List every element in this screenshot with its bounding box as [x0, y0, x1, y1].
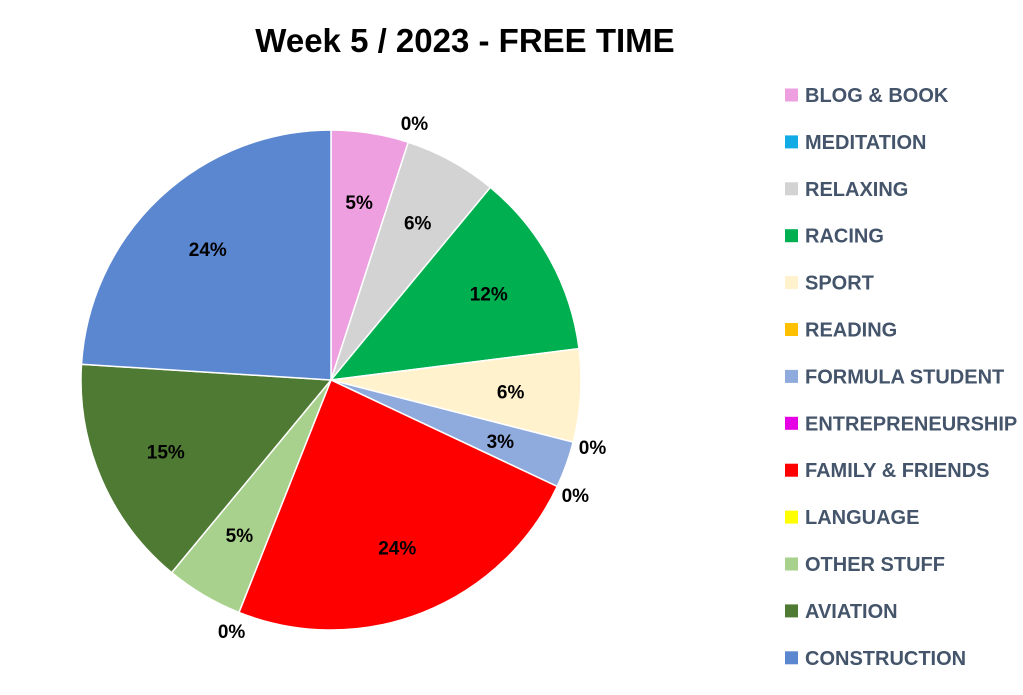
legend-swatch-aviation — [785, 604, 798, 618]
legend-label-sport: SPORT — [805, 273, 874, 295]
legend: BLOG & BOOK MEDITATION RELAXING RACING SPORT… — [785, 85, 1017, 670]
legend-item-meditation: MEDITATION — [785, 132, 926, 154]
data-label-blog-and-book: 5% — [345, 193, 373, 214]
data-label-aviation: 15% — [147, 442, 185, 463]
legend-label-blog-and-book: BLOG & BOOK — [805, 85, 949, 107]
data-labels: 5% 0% 6% 12% 6% 0% 3% 0% 24% 0% 5% 15% 24% — [147, 114, 607, 643]
legend-item-other-stuff: OTHER STUFF — [785, 554, 945, 576]
slice-aviation — [80, 363, 333, 574]
legend-item-racing: RACING — [785, 226, 884, 248]
legend-label-construction: CONSTRUCTION — [805, 648, 966, 670]
legend-swatch-reading — [785, 323, 798, 336]
pie-slices — [80, 129, 582, 631]
legend-label-entrepreneurship: ENTREPRENEURSHIP — [805, 413, 1017, 435]
data-label-construction: 24% — [189, 240, 227, 261]
legend-swatch-entrepreneurship — [785, 416, 798, 430]
data-label-sport: 6% — [497, 382, 525, 403]
legend-item-language: LANGUAGE — [785, 507, 919, 529]
data-label-family-and-friends: 24% — [378, 538, 416, 559]
legend-item-aviation: AVIATION — [785, 601, 898, 623]
data-label-reading: 0% — [579, 438, 607, 459]
slice-construction — [80, 129, 332, 381]
legend-swatch-blog-and-book — [785, 88, 798, 102]
legend-swatch-language — [785, 510, 798, 524]
legend-item-family-and-friends: FAMILY & FRIENDS — [785, 460, 989, 482]
chart-title: Week 5 / 2023 - FREE TIME — [255, 22, 674, 59]
legend-swatch-other-stuff — [785, 557, 798, 571]
legend-swatch-meditation — [785, 135, 798, 149]
legend-item-relaxing: RELAXING — [785, 179, 908, 201]
legend-item-formula-student: FORMULA STUDENT — [785, 366, 1004, 388]
legend-label-family-and-friends: FAMILY & FRIENDS — [805, 460, 989, 482]
legend-label-formula-student: FORMULA STUDENT — [805, 366, 1004, 388]
data-label-other-stuff: 5% — [226, 526, 254, 547]
legend-label-aviation: AVIATION — [805, 601, 898, 623]
data-label-language: 0% — [218, 622, 246, 643]
legend-swatch-family-and-friends — [785, 463, 798, 477]
legend-swatch-sport — [785, 276, 798, 290]
legend-label-other-stuff: OTHER STUFF — [805, 554, 945, 576]
data-label-racing: 12% — [470, 284, 508, 305]
data-label-meditation: 0% — [401, 114, 429, 135]
data-label-entrepreneurship: 0% — [562, 486, 590, 507]
legend-swatch-construction — [785, 651, 798, 665]
slice-family-and-friends — [237, 378, 559, 631]
legend-label-reading: READING — [805, 320, 897, 342]
legend-item-sport: SPORT — [785, 273, 874, 295]
legend-swatch-relaxing — [785, 182, 798, 196]
legend-label-language: LANGUAGE — [805, 507, 919, 529]
slice-racing — [329, 186, 580, 381]
legend-item-reading: READING — [785, 320, 897, 342]
legend-item-blog-and-book: BLOG & BOOK — [785, 85, 949, 107]
legend-swatch-racing — [785, 229, 798, 243]
legend-item-construction: CONSTRUCTION — [785, 648, 966, 670]
legend-label-relaxing: RELAXING — [805, 179, 908, 201]
legend-item-entrepreneurship: ENTREPRENEURSHIP — [785, 413, 1017, 435]
legend-label-meditation: MEDITATION — [805, 132, 926, 154]
legend-swatch-formula-student — [785, 369, 798, 383]
data-label-formula-student: 3% — [487, 432, 515, 453]
data-label-relaxing: 6% — [404, 213, 432, 234]
legend-label-racing: RACING — [805, 226, 884, 248]
